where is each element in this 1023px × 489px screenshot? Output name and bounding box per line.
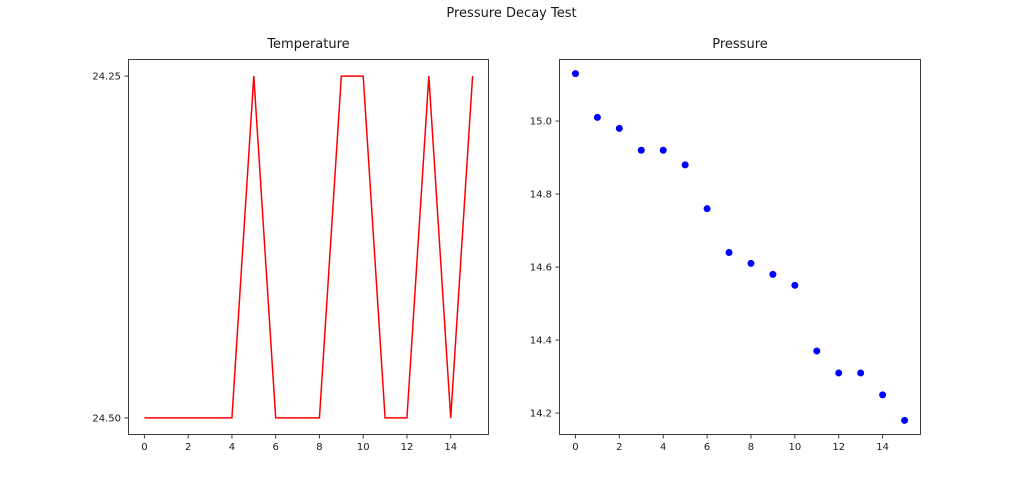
pressure-point [571, 70, 579, 78]
temperature-subplot: Temperature 0 2 4 6 8 10 12 14 24.25 24.50 [92, 37, 489, 453]
pressure-point [703, 205, 711, 213]
x-tick-label: 4 [660, 442, 666, 453]
x-tick-label: 2 [185, 442, 191, 453]
y-tick-label: 24.50 [92, 413, 121, 424]
pressure-axes: 0 2 4 6 8 10 12 14 15.0 14.8 14.6 14.4 14.2 [530, 59, 921, 453]
y-tick-label: 15.0 [530, 117, 552, 128]
x-tick-label: 12 [401, 442, 414, 453]
y-tick-label: 14.6 [530, 263, 552, 274]
axes-frame [128, 59, 489, 435]
temperature-plot-title: Temperature [267, 37, 350, 52]
pressure-point [725, 248, 733, 256]
pressure-point [681, 161, 689, 169]
figure-title: Pressure Decay Test [446, 6, 577, 21]
x-tick-label: 12 [832, 442, 845, 453]
pressure-point [813, 347, 821, 355]
pressure-point [879, 391, 887, 399]
x-tick-label: 14 [444, 442, 457, 453]
x-tick-label: 8 [316, 442, 322, 453]
pressure-plot-title: Pressure [712, 37, 768, 52]
x-tick-label: 8 [748, 442, 754, 453]
y-tick-label: 14.4 [530, 336, 552, 347]
x-tick-label: 10 [788, 442, 801, 453]
x-tick-label: 4 [229, 442, 235, 453]
pressure-point [769, 270, 777, 278]
x-tick-label: 6 [704, 442, 710, 453]
x-tick-label: 6 [272, 442, 278, 453]
x-tick-label: 10 [357, 442, 370, 453]
y-tick-label: 14.2 [530, 409, 552, 420]
pressure-point [615, 124, 623, 132]
pressure-point [747, 259, 755, 267]
pressure-point [659, 146, 667, 154]
temperature-line [144, 75, 474, 419]
pressure-subplot: Pressure 0 2 4 6 8 10 12 14 15.0 14.8 14.6 14.4 14.2 [530, 37, 921, 453]
x-tick-label: 0 [572, 442, 578, 453]
x-tick-label: 2 [616, 442, 622, 453]
x-tick-label: 0 [141, 442, 147, 453]
y-tick-label: 24.25 [92, 72, 121, 83]
axes-frame [559, 59, 921, 435]
temperature-axes: 0 2 4 6 8 10 12 14 24.25 24.50 [92, 59, 489, 453]
pressure-point [835, 369, 843, 377]
y-tick-label: 14.8 [530, 190, 552, 201]
pressure-point [901, 416, 909, 424]
pressure-point [791, 281, 799, 289]
pressure-point [637, 146, 645, 154]
pressure-point [857, 369, 865, 377]
x-tick-label: 14 [876, 442, 889, 453]
pressure-point [593, 113, 601, 121]
